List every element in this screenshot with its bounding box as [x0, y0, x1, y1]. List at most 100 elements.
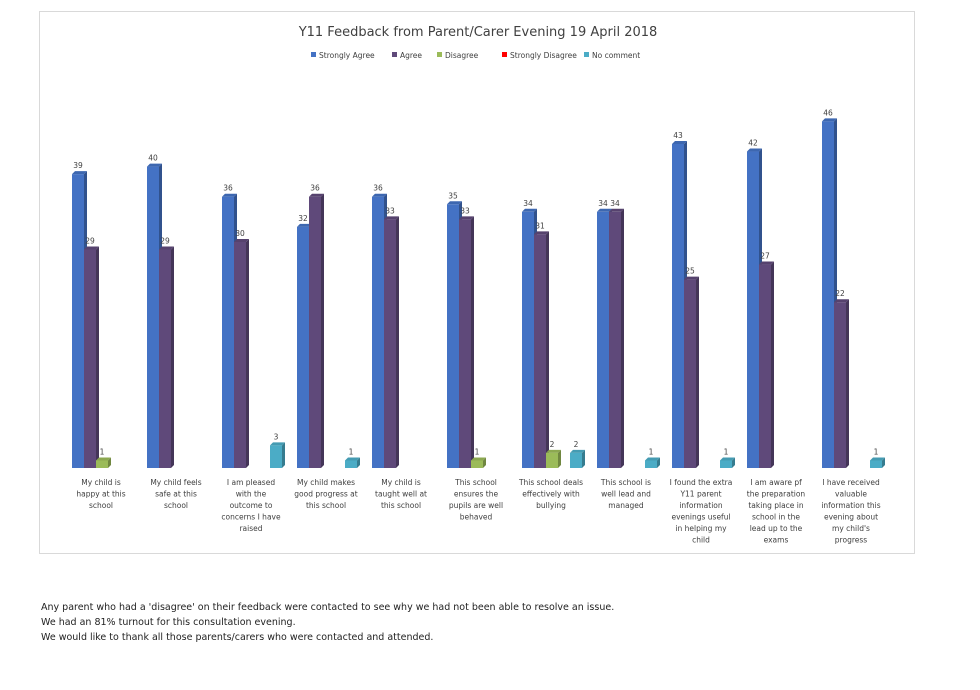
- data-label: 3: [274, 432, 279, 441]
- category-label-line: school: [89, 501, 113, 510]
- bar-top: [159, 246, 174, 250]
- legend-item: Disagree: [437, 51, 479, 60]
- chart-title: Y11 Feedback from Parent/Carer Evening 1…: [298, 25, 658, 40]
- bar-top: [270, 442, 285, 446]
- bar-side: [846, 299, 849, 468]
- category-label-line: I am aware pf: [750, 478, 802, 487]
- bar-top: [522, 208, 537, 212]
- data-label: 43: [673, 131, 683, 140]
- category-label: My child feels safe at this school: [150, 478, 201, 510]
- category-label-line: with the: [236, 490, 267, 499]
- bar-side: [282, 442, 285, 468]
- data-label: 36: [223, 184, 233, 193]
- data-label: 40: [148, 154, 158, 163]
- bar-top: [384, 216, 399, 220]
- bar-side: [558, 449, 561, 468]
- legend-item: Strongly Agree: [311, 51, 375, 60]
- bar-side: [657, 457, 660, 468]
- legend-swatch: [584, 52, 589, 57]
- category-label-line: pupils are well: [449, 501, 503, 510]
- category-label-line: My child feels: [150, 478, 201, 487]
- category-label-line: This school: [454, 478, 497, 487]
- data-label: 36: [373, 184, 383, 193]
- bar-front: [447, 204, 459, 468]
- chart-bars: [72, 118, 885, 469]
- category-label: I am pleased with the outcome to concerns I…: [221, 478, 281, 533]
- note-line: Any parent who had a 'disagree' on their…: [41, 602, 615, 613]
- category-label-line: school in the: [752, 513, 800, 522]
- bar-front: [309, 196, 321, 469]
- bar-side: [357, 457, 360, 468]
- bar: [684, 276, 699, 468]
- data-label: 1: [349, 447, 354, 456]
- category-label-line: evening about: [824, 513, 878, 522]
- category-label-line: taught well at: [375, 490, 427, 499]
- chart-frame: Y11 Feedback from Parent/Carer Evening 1…: [39, 11, 915, 554]
- legend-swatch: [502, 52, 507, 57]
- bar-side: [546, 231, 549, 468]
- bar-side: [396, 216, 399, 468]
- bar-front: [297, 226, 309, 468]
- category-label-line: evenings useful: [671, 513, 730, 522]
- bar-top: [822, 118, 837, 122]
- bar: [234, 238, 249, 468]
- bar-side: [582, 449, 585, 468]
- bar-front: [84, 249, 96, 468]
- data-label: 42: [748, 139, 758, 148]
- category-label-line: managed: [608, 501, 644, 510]
- category-label-line: information: [679, 501, 723, 510]
- bar-top: [645, 457, 660, 461]
- category-label: My child makes good progress at this schoo…: [294, 478, 357, 510]
- data-label: 34: [523, 199, 533, 208]
- category-label-line: valuable: [835, 490, 867, 499]
- category-label-line: this school: [306, 501, 346, 510]
- bar-top: [372, 193, 387, 197]
- bar: [96, 457, 111, 468]
- notes: Any parent who had a 'disagree' on their…: [41, 600, 941, 645]
- category-label-line: progress: [835, 536, 867, 545]
- category-label-line: I found the extra: [670, 478, 733, 487]
- bar-front: [147, 166, 159, 468]
- bar-side: [108, 457, 111, 468]
- bar: [309, 193, 324, 469]
- bar: [159, 246, 174, 468]
- bar-top: [720, 457, 735, 461]
- bar-top: [759, 261, 774, 265]
- bar-front: [471, 460, 483, 468]
- bar-side: [321, 193, 324, 469]
- bar-front: [522, 211, 534, 468]
- bar: [609, 208, 624, 468]
- bar-front: [459, 219, 471, 468]
- bar: [759, 261, 774, 468]
- category-label: I am aware pf the preparation taking place…: [747, 478, 806, 545]
- category-label-line: safe at this: [155, 490, 197, 499]
- category-label: I have received valuable information this e…: [821, 478, 880, 545]
- data-label: 46: [823, 108, 833, 117]
- data-label: 31: [535, 221, 545, 230]
- category-label-line: My child is: [381, 478, 421, 487]
- bar-front: [159, 249, 171, 468]
- bar-front: [270, 445, 282, 468]
- data-label: 35: [448, 191, 458, 200]
- bar: [870, 457, 885, 468]
- chart-legend: Strongly Agree Agree Disagree Strongly Disa…: [311, 51, 640, 60]
- bar-side: [96, 246, 99, 468]
- legend-swatch: [392, 52, 397, 57]
- data-label: 33: [460, 206, 470, 215]
- bar-front: [384, 219, 396, 468]
- data-label: 34: [610, 199, 620, 208]
- bar-top: [234, 238, 249, 242]
- category-label-line: This school deals: [518, 478, 583, 487]
- category-label-line: Y11 parent: [679, 490, 721, 499]
- bar-top: [534, 231, 549, 235]
- legend-item: Strongly Disagree: [502, 51, 577, 60]
- data-label: 29: [160, 236, 170, 245]
- data-label: 30: [235, 229, 245, 238]
- bar-front: [822, 121, 834, 468]
- bar: [834, 299, 849, 468]
- bar-top: [345, 457, 360, 461]
- data-label: 1: [649, 447, 654, 456]
- bar-top: [72, 171, 87, 175]
